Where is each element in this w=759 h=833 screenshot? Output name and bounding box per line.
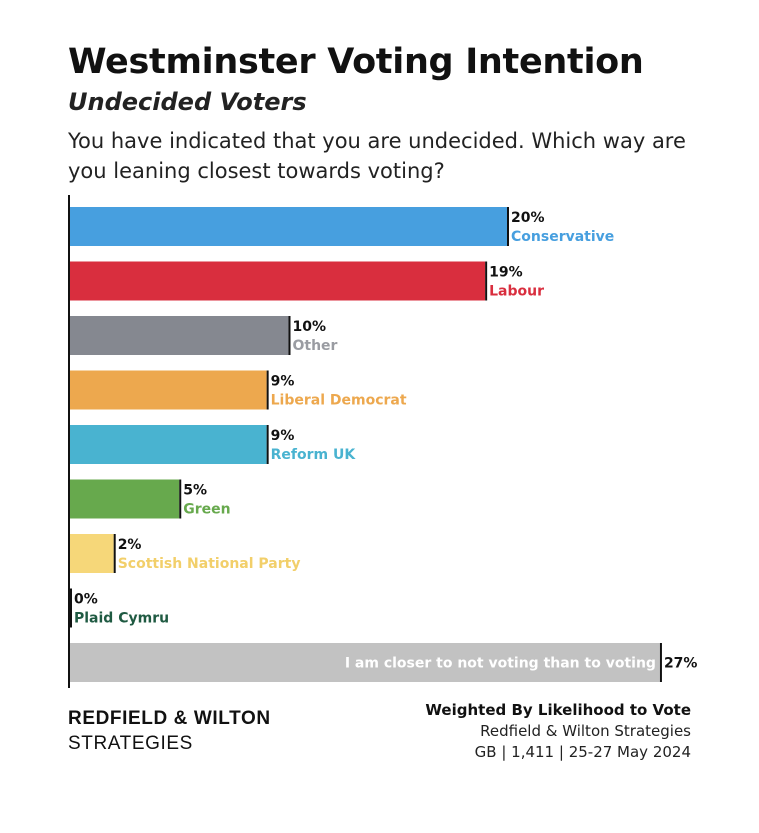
brand-sub: STRATEGIES — [68, 733, 193, 754]
bar — [70, 643, 660, 682]
bar-value-label: 27% — [664, 656, 698, 672]
bar-value-label: 0% — [74, 592, 98, 608]
survey-question: You have indicated that you are undecide… — [68, 129, 686, 183]
source-note: Weighted By Likelihood to Vote Redfield … — [425, 700, 691, 763]
bar-category-label: Liberal Democrat — [271, 393, 407, 409]
bar-value-label: 10% — [293, 319, 327, 335]
bar — [70, 425, 267, 464]
sample-info: GB | 1,411 | 25-27 May 2024 — [474, 743, 691, 761]
bar-group: 2% Scottish National Party — [70, 534, 300, 573]
bar-value-label: 9% — [271, 374, 295, 390]
bar-value-label: 20% — [511, 210, 545, 226]
bar — [70, 479, 180, 519]
bar — [70, 316, 289, 355]
bar-value-label: 19% — [489, 265, 523, 281]
bar-group: 9% Reform UK — [70, 425, 356, 464]
bar-group: 0% Plaid Cymru — [70, 588, 169, 628]
bar-group: 20% Conservative — [70, 207, 614, 246]
bar-category-label: Reform UK — [271, 447, 357, 463]
bar-category-label: Scottish National Party — [118, 556, 301, 572]
source-name: Redfield & Wilton Strategies — [480, 722, 691, 740]
bar-group: 10% Other — [70, 316, 338, 355]
brand-name: REDFIELD & WILTON — [68, 708, 271, 729]
bar-chart: 20% Conservative 19% Labour 10% Other 9% Libera… — [68, 195, 697, 688]
bar — [70, 261, 486, 301]
brand-logo: REDFIELD & WILTON STRATEGIES — [68, 708, 271, 755]
bar — [70, 370, 267, 410]
weighting-note: Weighted By Likelihood to Vote — [425, 701, 691, 719]
bar-value-label: 2% — [118, 537, 142, 553]
bar-category-label: Conservative — [511, 229, 614, 245]
bar-value-label: 9% — [271, 428, 295, 444]
bar — [70, 207, 507, 246]
bar-category-label: Labour — [489, 284, 544, 300]
chart-subtitle: Undecided Voters — [68, 88, 307, 116]
bar-category-label: Plaid Cymru — [74, 611, 169, 627]
bar-group: 5% Green — [70, 479, 231, 519]
bar-value-label: 5% — [183, 483, 207, 499]
bar — [70, 534, 114, 573]
chart-title: Westminster Voting Intention — [68, 42, 644, 82]
bar-category-label: Green — [183, 502, 230, 518]
bar-category-label: Other — [293, 338, 338, 354]
bar-group: 9% Liberal Democrat — [70, 370, 407, 410]
bar-group: 19% Labour — [70, 261, 544, 301]
bar-group: 27% I am closer to not voting than to vot… — [70, 643, 697, 682]
bar-category-label: I am closer to not voting than to voting — [345, 656, 656, 672]
